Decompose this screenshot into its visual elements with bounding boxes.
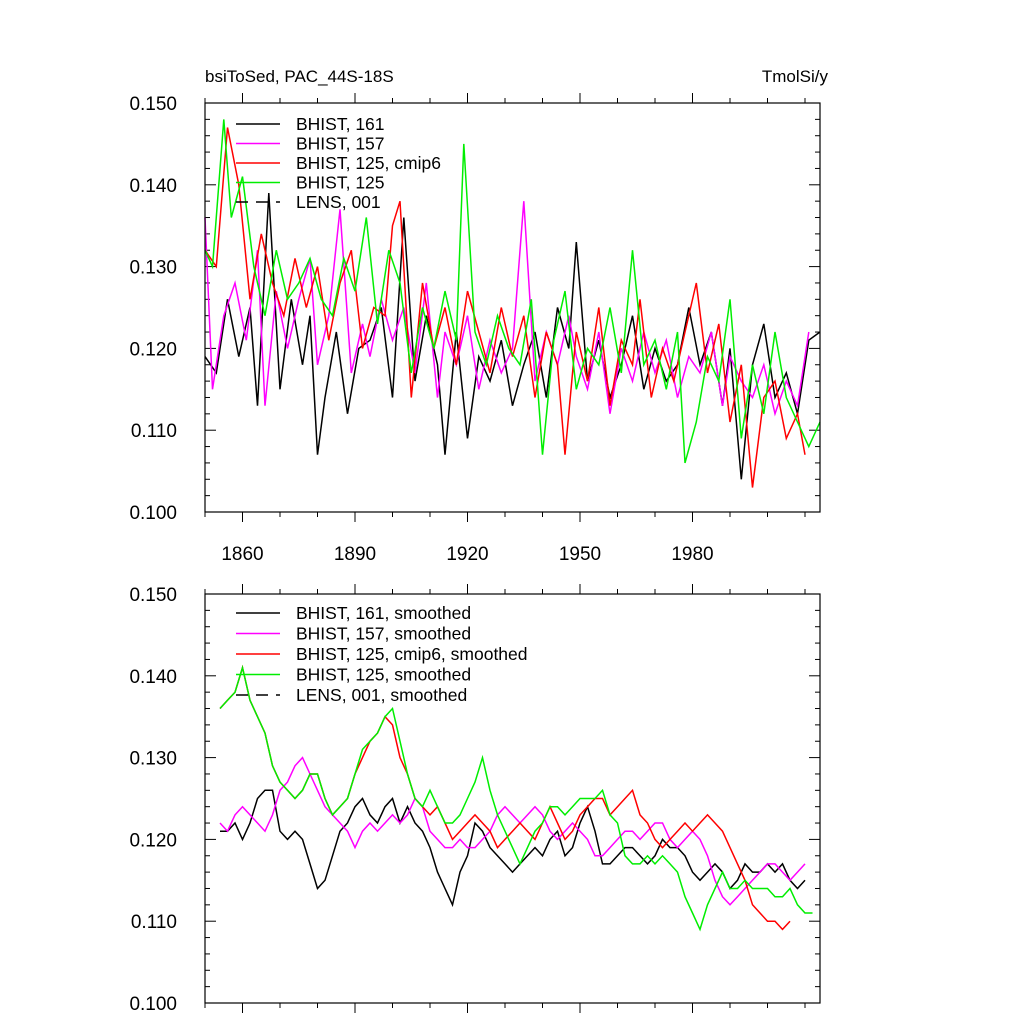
y-tick-label: 0.150 — [129, 94, 177, 115]
y-tick-label: 0.100 — [129, 994, 177, 1015]
series-line — [204, 119, 821, 464]
legend-label: BHIST, 125, cmip6 — [296, 153, 441, 173]
bottom-ticks: 0.100 0.110 0.120 0.130 0.140 0.150 — [129, 584, 820, 1015]
series-line — [219, 664, 813, 932]
top-plot-frame — [204, 102, 821, 513]
legend-label: BHIST, 157, smoothed — [296, 624, 471, 644]
y-tick-label: 0.120 — [129, 339, 177, 360]
series-line — [219, 756, 806, 906]
y-tick-label: 0.100 — [129, 503, 177, 524]
y-tick-label: 0.130 — [129, 258, 177, 279]
y-tick-label: 0.110 — [131, 421, 177, 442]
x-tick-label: 1860 — [221, 544, 263, 565]
top-panel: bsiToSed, PAC_44S-18S TmolSi/y 0.100 0.11… — [129, 67, 828, 565]
top-ticks: 0.100 0.110 0.120 0.130 0.140 0.150 1860 1890 19… — [129, 93, 820, 565]
legend-label: LENS, 001 — [296, 192, 381, 212]
series-line — [204, 127, 806, 488]
y-tick-label: 0.140 — [129, 667, 177, 688]
y-tick-label: 0.130 — [129, 749, 177, 770]
bottom-plot-frame — [204, 593, 821, 1004]
x-tick-label: 1950 — [559, 544, 601, 565]
bottom-series — [219, 664, 813, 932]
top-series — [204, 119, 821, 488]
y-tick-label: 0.120 — [129, 830, 177, 851]
x-tick-label: 1890 — [334, 544, 376, 565]
top-title-left: bsiToSed, PAC_44S-18S — [205, 67, 394, 86]
bottom-panel: 0.100 0.110 0.120 0.130 0.140 0.150 BHIST, 16… — [129, 584, 821, 1015]
top-title-right: TmolSi/y — [762, 67, 829, 86]
legend-label: LENS, 001, smoothed — [296, 685, 467, 705]
x-tick-label: 1980 — [671, 544, 713, 565]
series-line — [204, 192, 821, 480]
y-tick-label: 0.150 — [129, 585, 177, 606]
legend-label: BHIST, 161 — [296, 114, 385, 134]
series-line — [204, 201, 810, 417]
legend-label: BHIST, 125, smoothed — [296, 665, 471, 685]
y-tick-label: 0.140 — [129, 176, 177, 197]
y-tick-label: 0.110 — [131, 912, 177, 933]
x-tick-label: 1920 — [446, 544, 488, 565]
legend-label: BHIST, 125, cmip6, smoothed — [296, 644, 528, 664]
series-line — [219, 664, 791, 931]
legend-label: BHIST, 125 — [296, 173, 385, 193]
series-line — [220, 789, 806, 908]
legend-label: BHIST, 157 — [296, 134, 385, 154]
legend-label: BHIST, 161, smoothed — [296, 603, 471, 623]
